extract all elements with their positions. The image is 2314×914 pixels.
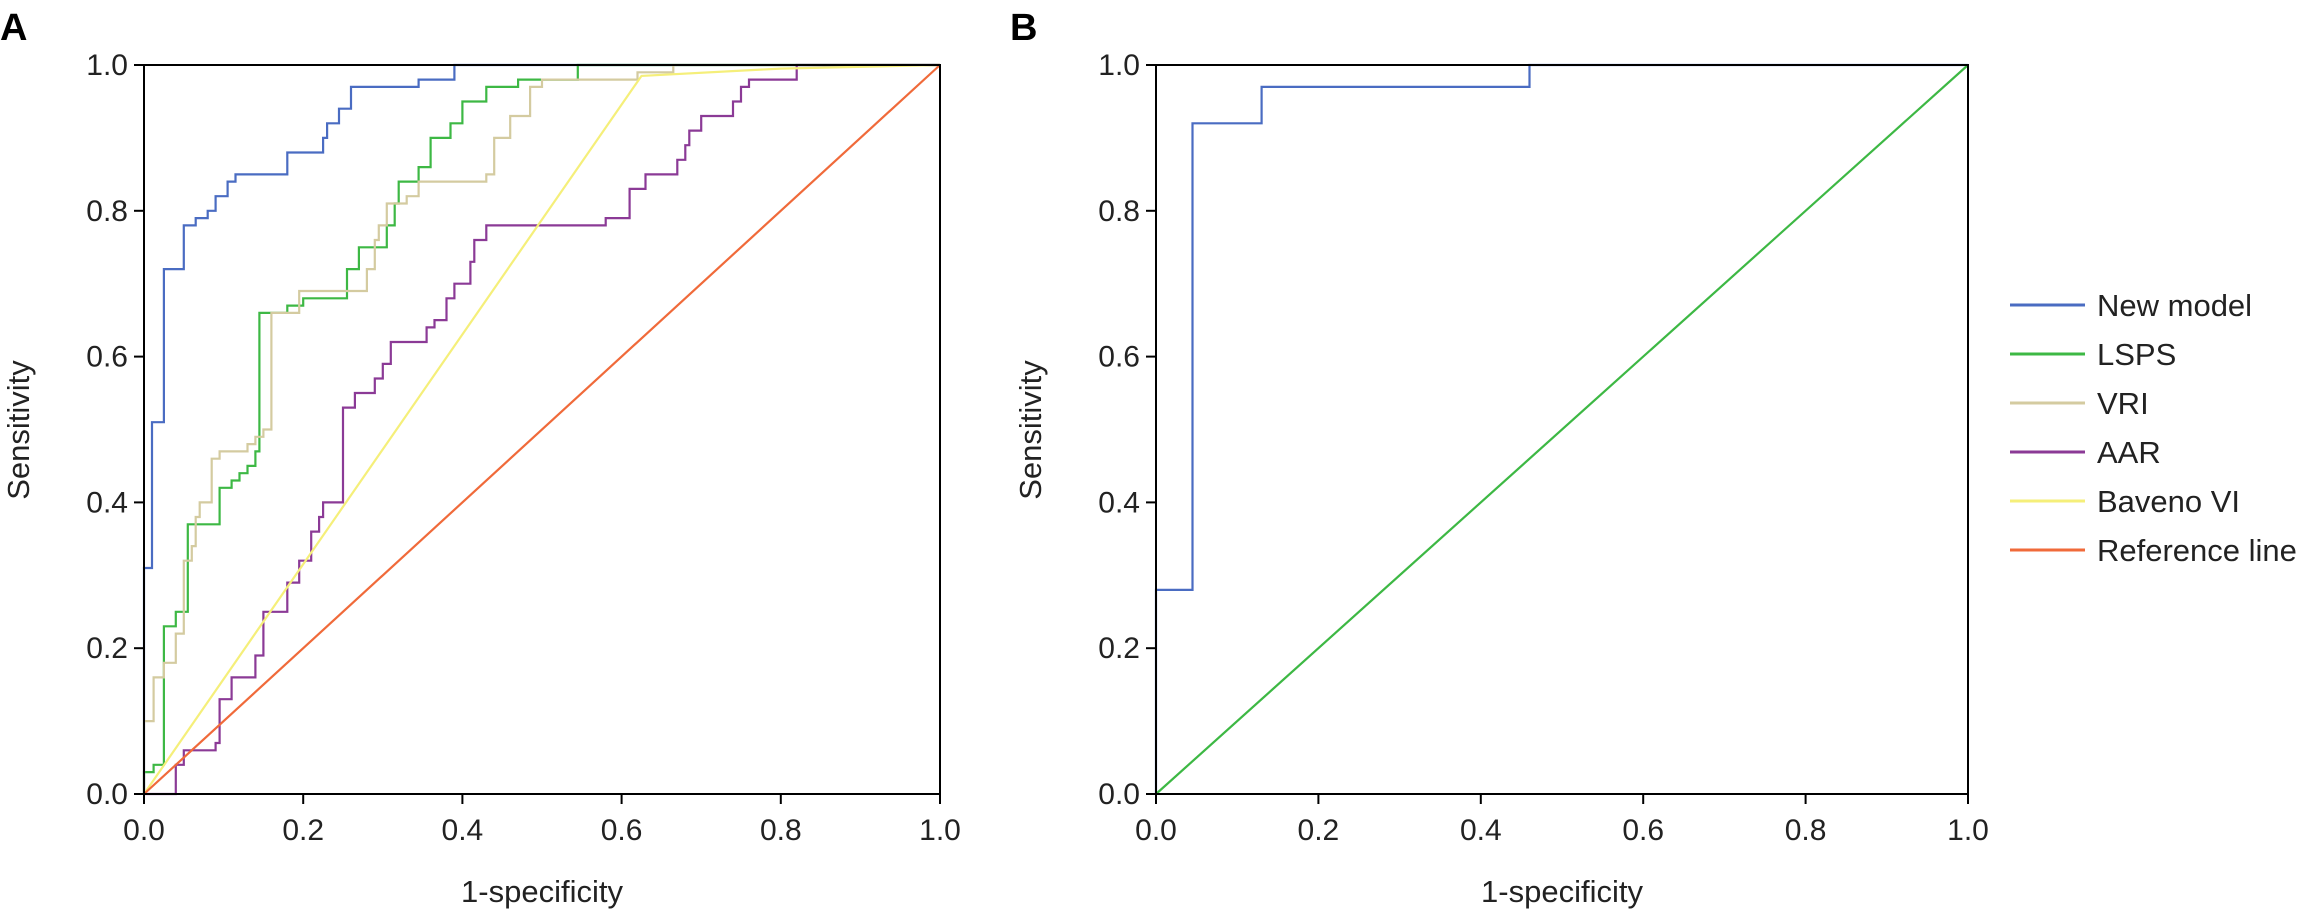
panel-b-series-lines <box>1154 63 1969 795</box>
panel-a-y-tick-label: 0.8 <box>86 195 128 228</box>
panel-a-x-tick-label: 0.8 <box>760 814 802 847</box>
panel-a-y-tick-label: 1.0 <box>86 49 128 82</box>
legend-label-baveno-vi: Baveno VI <box>2097 484 2240 519</box>
panel-b-y-tick-label: 0.4 <box>1098 486 1140 519</box>
panel-b-ticks: 0.0 0.2 0.4 0.6 0.8 1.0 0.0 0.2 0.4 0.6 0.8 1.0 <box>1098 49 1989 847</box>
panel-b-y-tick-label: 0.6 <box>1098 341 1140 374</box>
panel-b-y-tick-label: 0.8 <box>1098 195 1140 228</box>
panel-b-y-tick-label: 1.0 <box>1098 49 1140 82</box>
panel-a-baveno-vi-curve <box>143 63 941 795</box>
panel-a-series-lines <box>142 63 941 796</box>
panel-a-y-tick-label: 0.4 <box>86 486 128 519</box>
panel-b-x-tick-label: 0.8 <box>1785 814 1827 847</box>
panel-b-x-tick-label: 0.2 <box>1298 814 1340 847</box>
panel-b-x-tick-label: 0.0 <box>1135 814 1177 847</box>
panel-a-new-model-curve <box>142 63 940 794</box>
panel-b-series-2-curve <box>1155 64 1969 795</box>
panel-a-y-tick-label: 0.0 <box>86 778 128 811</box>
roc-panel-a: A 0.0 0.2 0.4 0.6 0.8 1.0 0.0 0.2 0.4 0.6 0.8 1.0 1… <box>0 7 961 909</box>
panel-a-lsps-curve <box>142 63 940 794</box>
panel-b-y-tick-label: 0.0 <box>1098 778 1140 811</box>
legend-label-reference-line: Reference line <box>2097 533 2297 568</box>
panel-b-x-tick-label: 1.0 <box>1947 814 1989 847</box>
panel-b-series-1-curve <box>1154 63 1968 794</box>
panel-a-y-tick-label: 0.2 <box>86 632 128 665</box>
panel-a-x-tick-label: 0.2 <box>282 814 324 847</box>
legend-label-new-model: New model <box>2097 288 2252 323</box>
panel-a-x-tick-label: 0.0 <box>123 814 165 847</box>
legend-label-aar: AAR <box>2097 435 2161 470</box>
panel-letter-b: B <box>1010 7 1037 49</box>
panel-a-reference-line-curve <box>143 64 941 795</box>
panel-a-x-tick-label: 1.0 <box>919 814 961 847</box>
panel-a-aar-curve <box>144 63 940 796</box>
legend: New model LSPS VRI AAR Baveno VI Reference li… <box>2010 288 2297 568</box>
panel-b-y-axis-title: Sensitivity <box>1013 360 1048 500</box>
roc-panel-b: B 0.0 0.2 0.4 0.6 0.8 1.0 0.0 0.2 0.4 0.6 0.8 1.0 1… <box>1010 7 1989 909</box>
panel-b-x-tick-label: 0.4 <box>1460 814 1502 847</box>
panel-a-ticks: 0.0 0.2 0.4 0.6 0.8 1.0 0.0 0.2 0.4 0.6 0.8 1.0 <box>86 49 961 847</box>
panel-a-x-tick-label: 0.6 <box>601 814 643 847</box>
panel-b-x-axis-title: 1-specificity <box>1481 874 1643 909</box>
legend-label-vri: VRI <box>2097 386 2149 421</box>
legend-label-lsps: LSPS <box>2097 337 2176 372</box>
panel-a-plot-frame <box>143 64 941 795</box>
panel-b-y-tick-label: 0.2 <box>1098 632 1140 665</box>
panel-a-y-axis-title: Sensitivity <box>1 360 36 500</box>
panel-b-x-tick-label: 0.6 <box>1622 814 1664 847</box>
panel-a-x-axis-title: 1-specificity <box>461 874 623 909</box>
panel-a-x-tick-label: 0.4 <box>442 814 484 847</box>
panel-a-y-tick-label: 0.6 <box>86 341 128 374</box>
panel-b-plot-frame <box>1155 64 1969 795</box>
panel-letter-a: A <box>0 7 27 49</box>
panel-a-vri-curve <box>142 63 940 794</box>
